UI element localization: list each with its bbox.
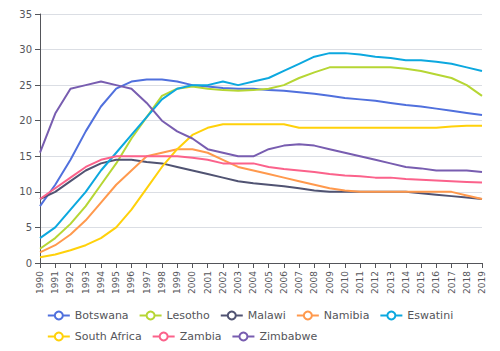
svg-text:2012: 2012 xyxy=(370,271,380,294)
svg-text:Zimbabwe: Zimbabwe xyxy=(259,330,317,343)
svg-text:Lesotho: Lesotho xyxy=(167,309,210,322)
svg-text:30: 30 xyxy=(19,44,32,55)
svg-text:2017: 2017 xyxy=(447,271,457,294)
svg-text:1999: 1999 xyxy=(172,271,182,294)
svg-text:2005: 2005 xyxy=(264,271,274,294)
svg-text:1994: 1994 xyxy=(96,271,106,294)
svg-text:2004: 2004 xyxy=(248,271,258,294)
svg-text:South Africa: South Africa xyxy=(75,330,142,343)
svg-text:2014: 2014 xyxy=(401,271,411,294)
svg-text:2013: 2013 xyxy=(386,271,396,294)
svg-text:Namibia: Namibia xyxy=(324,309,370,322)
svg-text:2006: 2006 xyxy=(279,271,289,294)
svg-text:1993: 1993 xyxy=(81,271,91,294)
svg-text:2001: 2001 xyxy=(203,271,213,294)
svg-text:1992: 1992 xyxy=(65,271,75,294)
svg-text:2015: 2015 xyxy=(416,271,426,294)
svg-text:2007: 2007 xyxy=(294,271,304,294)
svg-text:1990: 1990 xyxy=(35,271,45,294)
svg-text:10: 10 xyxy=(19,186,32,197)
svg-text:2019: 2019 xyxy=(477,271,487,294)
svg-text:20: 20 xyxy=(19,115,32,126)
svg-text:2003: 2003 xyxy=(233,271,243,294)
svg-text:25: 25 xyxy=(19,80,32,91)
svg-text:2009: 2009 xyxy=(325,271,335,294)
svg-text:1996: 1996 xyxy=(126,271,136,294)
svg-text:1991: 1991 xyxy=(50,271,60,294)
svg-text:2011: 2011 xyxy=(355,271,365,294)
svg-text:1997: 1997 xyxy=(142,271,152,294)
svg-text:2002: 2002 xyxy=(218,271,228,294)
svg-text:2018: 2018 xyxy=(462,271,472,294)
svg-text:1995: 1995 xyxy=(111,271,121,294)
svg-text:15: 15 xyxy=(19,151,32,162)
svg-text:Malawi: Malawi xyxy=(248,309,286,322)
svg-text:0: 0 xyxy=(26,258,32,269)
svg-text:Zambia: Zambia xyxy=(180,330,222,343)
svg-text:2008: 2008 xyxy=(309,271,319,294)
svg-text:2010: 2010 xyxy=(340,271,350,294)
svg-text:35: 35 xyxy=(19,9,32,20)
svg-text:Botswana: Botswana xyxy=(75,309,129,322)
svg-text:2000: 2000 xyxy=(187,271,197,294)
svg-text:2016: 2016 xyxy=(431,271,441,294)
svg-text:5: 5 xyxy=(26,222,32,233)
svg-text:1998: 1998 xyxy=(157,271,167,294)
svg-text:Eswatini: Eswatini xyxy=(407,309,453,322)
